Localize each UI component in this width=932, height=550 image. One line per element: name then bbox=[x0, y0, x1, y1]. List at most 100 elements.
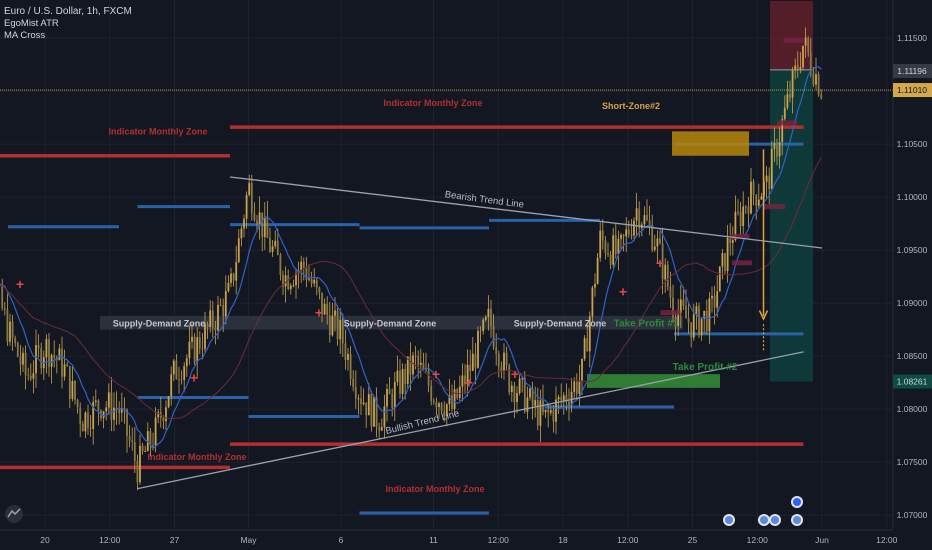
candle-body bbox=[724, 253, 726, 271]
slow-moving-average bbox=[0, 156, 822, 420]
candle-body bbox=[781, 119, 784, 143]
candle-body bbox=[263, 216, 266, 238]
candle-body bbox=[503, 352, 505, 371]
candle-body bbox=[747, 206, 750, 214]
supply-demand-label: Supply-Demand Zone bbox=[344, 318, 437, 328]
take-profit-2-label: Take Profit #2 bbox=[673, 362, 738, 373]
candle-body bbox=[796, 65, 799, 70]
candle-body bbox=[16, 342, 19, 357]
candle-body bbox=[750, 181, 752, 214]
candle-body bbox=[50, 355, 53, 367]
candle-body bbox=[110, 392, 113, 420]
candle-body bbox=[737, 211, 739, 213]
y-tick-label: 1.07500 bbox=[897, 457, 928, 467]
candle-body bbox=[765, 175, 768, 182]
candle-body bbox=[256, 220, 258, 225]
candle-body bbox=[661, 243, 664, 280]
candle-body bbox=[165, 407, 167, 422]
indicator-egomist-atr[interactable]: EgoMist ATR bbox=[4, 18, 59, 29]
candle-body bbox=[243, 218, 245, 229]
candle-body bbox=[492, 326, 495, 348]
candle-body bbox=[698, 306, 700, 336]
candle-body bbox=[674, 316, 677, 327]
candle-body bbox=[175, 360, 178, 380]
candle-body bbox=[349, 353, 352, 380]
candle-body bbox=[302, 261, 305, 268]
candle-body bbox=[120, 408, 123, 413]
candle-body bbox=[284, 275, 287, 287]
candle-body bbox=[76, 399, 79, 408]
candle-body bbox=[807, 37, 810, 53]
economic-event-icon-inner bbox=[793, 516, 801, 524]
candle-body bbox=[180, 379, 183, 381]
candle-body bbox=[232, 273, 235, 281]
candle-body bbox=[820, 94, 823, 99]
candle-body bbox=[167, 396, 170, 408]
indicator-ma-cross[interactable]: MA Cross bbox=[4, 30, 46, 41]
candle-body bbox=[269, 237, 271, 252]
price-scale-background bbox=[893, 0, 932, 550]
candle-body bbox=[131, 440, 134, 443]
monthly-zone-label: Indicator Monthly Zone bbox=[384, 98, 483, 108]
candle-body bbox=[170, 374, 173, 397]
candle-body bbox=[81, 423, 84, 432]
candle-body bbox=[89, 427, 92, 429]
candle-body bbox=[295, 273, 297, 286]
candle-body bbox=[435, 402, 438, 407]
candle-body bbox=[718, 266, 721, 292]
candle-body bbox=[27, 375, 30, 377]
candle-body bbox=[812, 72, 815, 85]
candle-body bbox=[716, 291, 719, 308]
candle-body bbox=[35, 345, 37, 374]
symbol-title[interactable]: Euro / U.S. Dollar, 1h, FXCM bbox=[4, 6, 132, 17]
candle-body bbox=[276, 240, 279, 255]
candle-body bbox=[14, 337, 17, 343]
candle-body bbox=[261, 212, 264, 238]
candle-body bbox=[250, 183, 253, 213]
candle-body bbox=[607, 253, 609, 255]
x-tick-label: 11 bbox=[429, 535, 438, 545]
candle-body bbox=[445, 404, 448, 417]
candle-body bbox=[659, 238, 661, 244]
monthly-zone-label: Indicator Monthly Zone bbox=[148, 452, 247, 462]
candle-body bbox=[586, 338, 589, 352]
candle-body bbox=[287, 275, 290, 289]
candle-body bbox=[412, 355, 414, 375]
candle-body bbox=[651, 224, 654, 250]
candle-body bbox=[757, 199, 760, 206]
candle-body bbox=[240, 228, 243, 239]
candle-body bbox=[401, 369, 404, 394]
candle-body bbox=[552, 410, 555, 422]
candle-body bbox=[700, 318, 703, 336]
x-tick-label: 6 bbox=[339, 535, 344, 545]
candle-body bbox=[61, 348, 63, 377]
candle-body bbox=[513, 385, 516, 403]
candle-body bbox=[497, 354, 500, 367]
candle-body bbox=[466, 364, 469, 385]
candle-body bbox=[393, 382, 396, 408]
candle-body bbox=[271, 246, 274, 252]
candle-body bbox=[292, 285, 295, 287]
candle-body bbox=[185, 358, 188, 367]
candle-body bbox=[601, 230, 604, 241]
candle-body bbox=[568, 401, 570, 406]
x-tick-label: 18 bbox=[558, 535, 568, 545]
candle-body bbox=[614, 235, 617, 254]
candle-body bbox=[344, 343, 347, 360]
candle-body bbox=[318, 287, 321, 293]
candle-body bbox=[487, 308, 490, 318]
candle-body bbox=[531, 388, 534, 406]
candle-body bbox=[469, 364, 472, 371]
candle-body bbox=[399, 370, 401, 394]
candle-body bbox=[297, 270, 300, 274]
economic-event-icon-inner bbox=[771, 516, 779, 524]
candle-body bbox=[622, 234, 625, 237]
candle-body bbox=[521, 378, 524, 380]
candle-body bbox=[536, 400, 539, 426]
candle-body bbox=[599, 230, 602, 258]
candle-body bbox=[388, 388, 391, 395]
x-tick-label: 12:00 bbox=[99, 535, 121, 545]
candle-body bbox=[357, 398, 360, 400]
candle-body bbox=[474, 353, 477, 368]
